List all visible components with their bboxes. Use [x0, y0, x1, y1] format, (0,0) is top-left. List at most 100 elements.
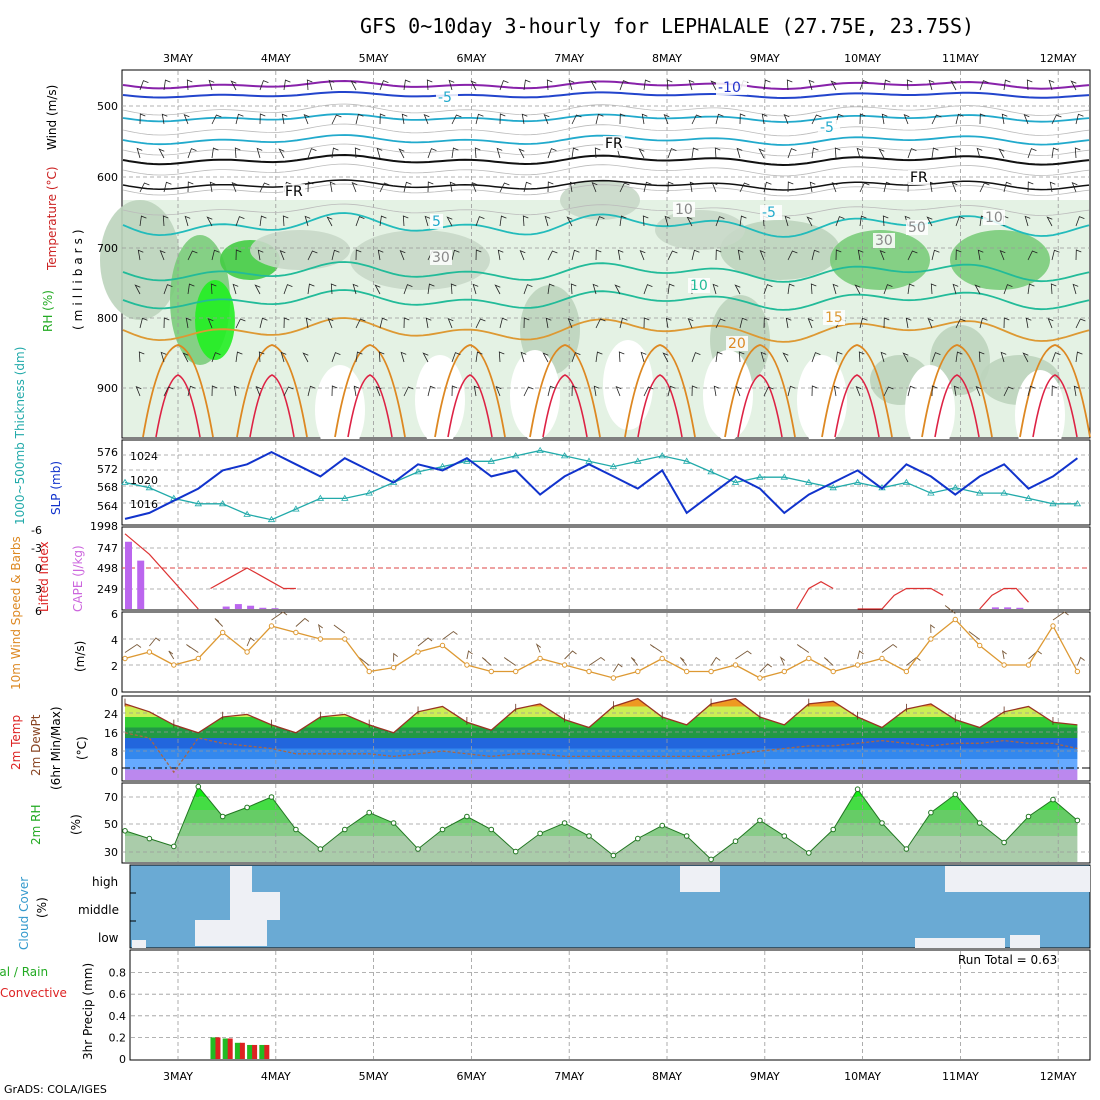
- wind-barb: [667, 385, 676, 397]
- wind-barb: [523, 79, 531, 91]
- cloud-level-low: low: [98, 931, 119, 945]
- y-tick-label: 2: [111, 660, 118, 673]
- temp-band: [125, 727, 1078, 738]
- speed-point: [1025, 662, 1032, 668]
- wind-barb: [571, 385, 578, 397]
- wind-barb: [879, 249, 886, 261]
- wind-barb: [903, 113, 910, 125]
- wind-barb: [883, 284, 893, 295]
- wind-barb: [211, 114, 222, 125]
- rh2m-ticks: 70 50 30: [104, 791, 118, 859]
- y-tick-label: 700: [97, 242, 118, 255]
- wind-barb: [593, 385, 600, 397]
- rh2m-panel: 70 50 30 2m RH (%): [29, 782, 1091, 864]
- wind-barb: [594, 147, 601, 159]
- wind-barb: [329, 181, 336, 193]
- rh-point: [561, 820, 568, 826]
- precip-panel: 0.8 0.6 0.4 0.2 0 Run Total = 0.63 Total / R…: [0, 949, 1091, 1066]
- wind-barb: [944, 605, 956, 614]
- thickness-marker: [463, 457, 471, 464]
- wind-barb: [830, 80, 837, 91]
- cloud-block: [1010, 935, 1040, 948]
- wind-barb: [809, 181, 816, 193]
- wind-barb: [712, 283, 719, 295]
- y-tick-label: 498: [97, 562, 118, 575]
- wind-barb: [739, 317, 748, 329]
- wind-barb: [158, 148, 165, 159]
- wind-barb: [328, 79, 335, 91]
- rh-point: [317, 846, 324, 852]
- thickness-marker: [1024, 494, 1033, 501]
- speed-point: [830, 668, 836, 675]
- wind-barb: [522, 215, 529, 227]
- date-label-bottom: 3MAY: [163, 1070, 193, 1083]
- thickness-marker: [829, 484, 837, 491]
- temp2m-ylabel2: 2m DewPt: [29, 714, 43, 776]
- contour-line: [122, 289, 1090, 311]
- wind-barb: [259, 215, 267, 227]
- red-contour: [1032, 374, 1078, 438]
- precip-ticks: 0.8 0.6 0.4 0.2 0: [109, 967, 127, 1066]
- y-tick-label: 6: [111, 608, 118, 621]
- rh-point: [903, 846, 910, 852]
- date-label-bottom: 6MAY: [456, 1070, 486, 1083]
- thickness-marker: [218, 500, 227, 507]
- y-tick-label: 50: [104, 818, 118, 831]
- contour-line: [122, 113, 1090, 123]
- wind-barb: [856, 147, 863, 159]
- date-label-bottom: 10MAY: [844, 1070, 881, 1083]
- contour-label: 5: [432, 214, 441, 230]
- dry-dome: [797, 355, 847, 445]
- wind-barb: [426, 79, 433, 91]
- precip-ylabel3: 3hr Precip (mm): [81, 963, 95, 1060]
- wind-barb: [355, 216, 365, 227]
- wind-barb: [134, 284, 141, 295]
- wind-barb: [711, 181, 718, 193]
- contour-line: [122, 123, 1090, 137]
- speed-point: [1050, 623, 1056, 629]
- wind-barb: [810, 283, 817, 295]
- wind-barb: [929, 181, 936, 193]
- wind-barb: [907, 250, 918, 261]
- contour-line: [122, 203, 1090, 217]
- wind-barb: [906, 79, 913, 91]
- wind-barb: [546, 79, 553, 91]
- upper-wind-barbs: [134, 79, 1086, 397]
- rh-blob: [250, 230, 350, 270]
- wind-barb: [1027, 148, 1037, 159]
- wind-barb: [763, 181, 772, 193]
- thickness-marker: [341, 494, 349, 501]
- wind-barb: [259, 113, 266, 125]
- thickness-marker: [145, 484, 154, 491]
- slp-thickness-panel: 576 572 568 564 1998 1024 1020 1016 1000~500mb …: [13, 347, 1091, 533]
- wind-barb: [859, 182, 870, 193]
- wind-barb: [280, 351, 287, 363]
- wind-barb: [619, 182, 630, 193]
- wind-barb: [259, 317, 268, 329]
- wind-barb: [351, 181, 358, 193]
- wind-barb: [710, 80, 717, 91]
- wind-barb: [926, 216, 933, 227]
- temp-line: [124, 697, 1078, 734]
- wind-barb: [182, 352, 189, 363]
- wind-barb: [393, 652, 398, 662]
- wind-barb: [234, 147, 241, 159]
- wind-barb: [235, 351, 243, 363]
- rh-point: [806, 850, 812, 856]
- wind-barb: [163, 317, 170, 329]
- wind-barb: [931, 147, 939, 159]
- upper-ylabel-wind: Wind (m/s): [45, 85, 59, 150]
- orange-contour: [921, 344, 993, 438]
- wind-barb: [1051, 352, 1061, 363]
- wind-barb: [715, 113, 724, 125]
- date-label-bottom: 4MAY: [261, 1070, 291, 1083]
- wind-barb: [137, 249, 144, 261]
- y-tick-label: 568: [97, 481, 118, 494]
- wind-barb: [977, 249, 984, 261]
- wind-barb: [447, 317, 454, 329]
- thickness-marker: [194, 500, 203, 507]
- wind-barb: [955, 216, 965, 227]
- wind-barb: [859, 317, 868, 329]
- wind-barb: [523, 181, 532, 193]
- wind-barb: [1024, 215, 1031, 227]
